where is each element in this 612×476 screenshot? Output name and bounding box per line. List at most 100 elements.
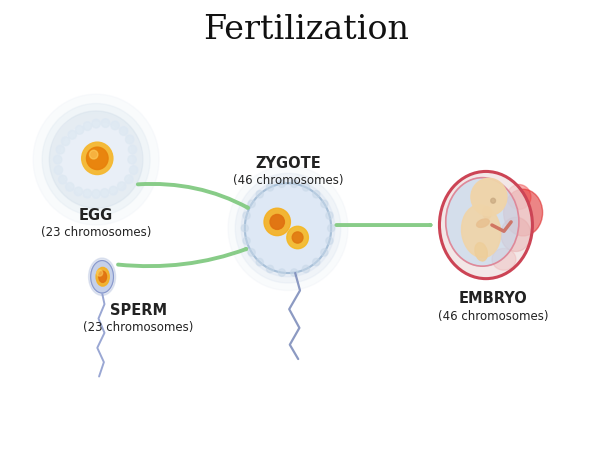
Circle shape [83,190,92,198]
Circle shape [54,130,120,199]
Circle shape [54,116,121,184]
Circle shape [248,249,255,257]
Circle shape [58,116,124,184]
Circle shape [53,156,62,165]
Circle shape [129,166,138,175]
Circle shape [67,115,132,184]
Text: (23 chromosomes): (23 chromosomes) [41,225,151,238]
Circle shape [68,131,76,140]
Circle shape [62,139,128,207]
Ellipse shape [475,243,487,261]
Circle shape [76,123,142,192]
Circle shape [119,128,128,136]
Circle shape [69,133,135,202]
Circle shape [243,212,250,220]
Circle shape [72,119,138,188]
Ellipse shape [492,249,516,271]
Circle shape [241,180,335,277]
Circle shape [50,112,143,209]
Circle shape [313,191,320,198]
Circle shape [69,136,135,204]
Circle shape [278,180,285,188]
Ellipse shape [96,268,110,287]
Circle shape [62,116,128,185]
Ellipse shape [461,206,501,258]
Circle shape [83,122,92,131]
Circle shape [313,259,320,266]
Circle shape [69,116,135,185]
Circle shape [60,116,126,185]
Circle shape [33,95,159,226]
Circle shape [59,176,67,185]
Ellipse shape [439,172,532,279]
Circle shape [109,187,118,196]
Circle shape [81,143,113,175]
Circle shape [74,121,140,189]
Circle shape [56,135,121,203]
Circle shape [67,139,133,207]
Circle shape [292,232,303,244]
Circle shape [302,266,310,273]
Ellipse shape [91,261,113,293]
Ellipse shape [504,190,543,237]
Circle shape [75,126,84,135]
Ellipse shape [446,178,519,267]
Text: EGG: EGG [79,208,113,222]
Ellipse shape [99,272,106,283]
Circle shape [321,201,328,208]
Circle shape [54,128,120,197]
Circle shape [74,129,140,197]
Circle shape [100,189,109,198]
Circle shape [54,133,120,201]
Circle shape [64,116,130,184]
Circle shape [243,238,250,245]
Circle shape [65,183,74,192]
Circle shape [74,188,83,197]
Circle shape [125,176,133,184]
Circle shape [52,118,118,186]
Circle shape [241,225,248,232]
Circle shape [51,121,118,189]
Circle shape [291,269,298,277]
Text: (46 chromosomes): (46 chromosomes) [233,174,343,187]
Circle shape [89,151,98,159]
Circle shape [471,179,507,216]
Ellipse shape [507,185,531,210]
Circle shape [60,123,132,198]
Text: (46 chromosomes): (46 chromosomes) [438,309,548,322]
Circle shape [97,270,103,277]
Circle shape [491,199,496,204]
FancyArrowPatch shape [138,185,248,208]
Circle shape [86,148,108,170]
Circle shape [102,119,110,128]
Circle shape [53,124,119,192]
FancyArrowPatch shape [118,249,246,267]
Circle shape [245,184,331,273]
Circle shape [118,182,126,191]
Circle shape [228,167,348,291]
Circle shape [321,249,328,257]
Circle shape [256,259,263,266]
Circle shape [111,122,119,130]
Text: EMBRYO: EMBRYO [459,291,528,306]
Circle shape [42,104,150,216]
Circle shape [76,126,142,195]
Circle shape [327,225,335,232]
Circle shape [54,126,120,195]
Circle shape [70,131,136,200]
Circle shape [326,238,333,245]
Text: SPERM: SPERM [110,302,166,317]
Circle shape [326,212,333,220]
Circle shape [266,184,274,192]
Circle shape [248,201,255,208]
Circle shape [58,136,124,205]
Circle shape [59,137,125,206]
Circle shape [266,266,274,273]
Circle shape [92,120,100,129]
Ellipse shape [477,219,489,228]
Text: ZYGOTE: ZYGOTE [255,156,321,171]
Circle shape [56,146,64,155]
Circle shape [291,180,298,188]
Circle shape [287,227,308,249]
Circle shape [92,190,100,199]
